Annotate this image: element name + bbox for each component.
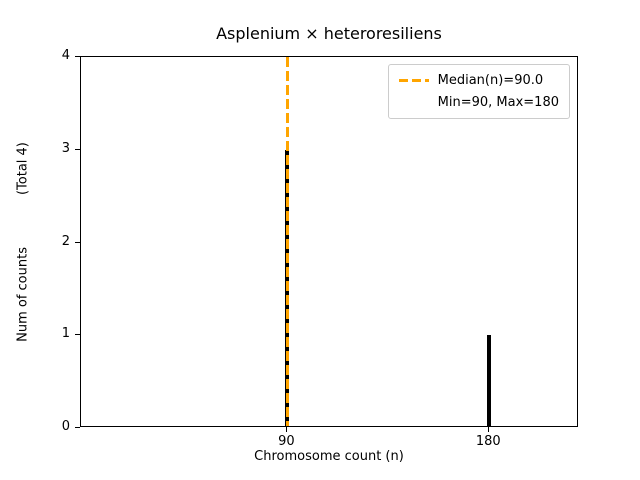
y-tick-3	[75, 148, 80, 150]
legend-label-minmax: Min=90, Max=180	[437, 95, 559, 110]
chart-title: Asplenium × heteroresiliens	[216, 24, 442, 43]
legend-label-median: Median(n)=90.0	[437, 73, 544, 88]
x-tick-label-90: 90	[278, 434, 295, 449]
y-tick-0	[75, 427, 80, 428]
bar-n180	[487, 335, 492, 427]
legend-entry-minmax: Min=90, Max=180	[399, 94, 559, 111]
y-tick-label-0: 0	[61, 419, 70, 434]
y-axis-label-container: Num of counts (Total 4)	[14, 56, 32, 427]
x-tick-label-180: 180	[475, 434, 501, 449]
plot-area: Median(n)=90.0 Min=90, Max=180	[80, 56, 578, 427]
y-tick-4	[75, 56, 80, 57]
x-tick-90	[286, 427, 288, 432]
y-tick-label-2: 2	[61, 233, 70, 249]
y-axis-label: Num of counts	[15, 246, 31, 342]
legend-entry-median: Median(n)=90.0	[398, 72, 559, 89]
x-tick-180	[488, 427, 490, 432]
y-tick-label-1: 1	[61, 326, 70, 342]
y-tick-1	[75, 334, 80, 336]
x-axis-label: Chromosome count (n)	[254, 449, 404, 464]
y-tick-2	[75, 241, 80, 243]
median-line	[285, 57, 289, 426]
legend: Median(n)=90.0 Min=90, Max=180	[387, 64, 570, 119]
median-line-legend-swatch	[398, 79, 429, 82]
y-tick-label-4: 4	[61, 48, 70, 63]
y-tick-label-3: 3	[61, 140, 70, 156]
y-axis-total-note: (Total 4)	[15, 141, 31, 195]
legend-swatch-spacer	[399, 101, 429, 104]
